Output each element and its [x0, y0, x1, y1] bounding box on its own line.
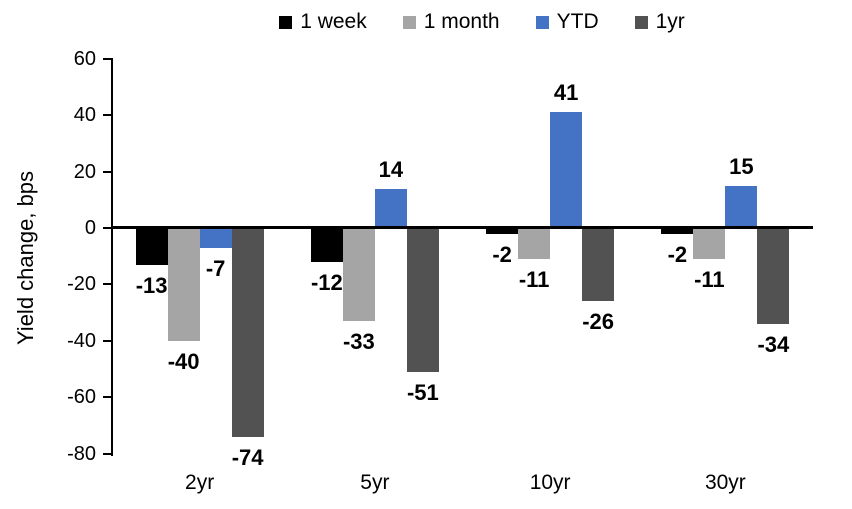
bar: [231, 228, 264, 437]
legend-item: YTD: [535, 10, 599, 34]
y-axis-tick: [103, 339, 112, 342]
bar-value-label: -51: [406, 379, 439, 405]
x-category-label: 10yr: [529, 471, 571, 494]
x-category-label: 5yr: [360, 471, 390, 494]
bar: [199, 228, 232, 248]
y-axis-tick: [103, 57, 112, 60]
y-axis-tick: [103, 396, 112, 399]
y-axis-title: Yield change, bps: [13, 170, 38, 346]
y-tick-label: 0: [84, 217, 96, 239]
bar-value-label: -33: [342, 329, 375, 355]
y-axis-tick: [103, 170, 112, 173]
y-tick-label: 60: [73, 47, 96, 70]
bar: [486, 228, 519, 234]
bar-value-label: -7: [205, 255, 226, 281]
bar-value-label: -34: [757, 331, 790, 357]
bar: [725, 185, 758, 228]
legend-swatch-icon: [402, 15, 416, 29]
x-category-label: 30yr: [704, 471, 746, 494]
bar-value-label: -12: [310, 269, 343, 295]
bar: [342, 228, 375, 322]
legend-swatch-icon: [535, 15, 549, 29]
bar-value-label: -74: [231, 444, 264, 470]
legend-swatch-icon: [279, 15, 293, 29]
y-axis-tick: [103, 114, 112, 117]
legend-item: 1 week: [279, 10, 367, 34]
bar: [406, 228, 439, 372]
legend-item: 1yr: [634, 10, 685, 34]
bar: [582, 228, 615, 302]
x-category-label: 2yr: [185, 471, 215, 494]
bar: [550, 112, 583, 228]
bar: [310, 228, 343, 262]
bar-value-label: -11: [518, 267, 550, 293]
bar: [693, 228, 726, 260]
bar-value-label: -13: [135, 272, 168, 298]
bar: [757, 228, 790, 324]
y-axis-tick: [103, 452, 112, 455]
legend-label: YTD: [556, 10, 599, 33]
y-tick-label: -60: [67, 386, 96, 409]
bar-value-label: -11: [694, 267, 725, 293]
zero-axis-line: [111, 226, 813, 229]
bar-value-label: -2: [667, 241, 688, 267]
y-tick-label: -20: [67, 273, 96, 296]
legend-item: 1 month: [402, 10, 500, 34]
legend-label: 1yr: [655, 10, 685, 33]
y-tick-label: -80: [67, 442, 96, 465]
y-tick-label: 40: [73, 104, 96, 127]
legend-label: 1 month: [423, 10, 500, 33]
bar: [167, 228, 200, 341]
bar-value-label: -40: [167, 348, 200, 374]
bar-value-label: -2: [492, 241, 512, 267]
y-tick-label: -40: [67, 329, 96, 352]
bar: [518, 228, 551, 260]
y-axis-tick: [103, 283, 112, 286]
bar: [135, 228, 168, 265]
legend-label: 1 week: [300, 10, 367, 33]
y-axis-tick: [103, 227, 112, 229]
bar-value-label: 14: [378, 156, 404, 182]
legend-swatch-icon: [634, 15, 648, 29]
bar: [661, 228, 694, 234]
bar: [374, 188, 407, 228]
y-tick-label: 20: [73, 160, 96, 183]
y-axis-line: [111, 58, 113, 456]
chart-legend: 1 week 1 month YTD 1yr: [112, 7, 852, 37]
bar-value-label: 41: [553, 80, 579, 106]
bar-value-label: -26: [582, 309, 615, 335]
bar-value-label: 15: [729, 153, 754, 179]
